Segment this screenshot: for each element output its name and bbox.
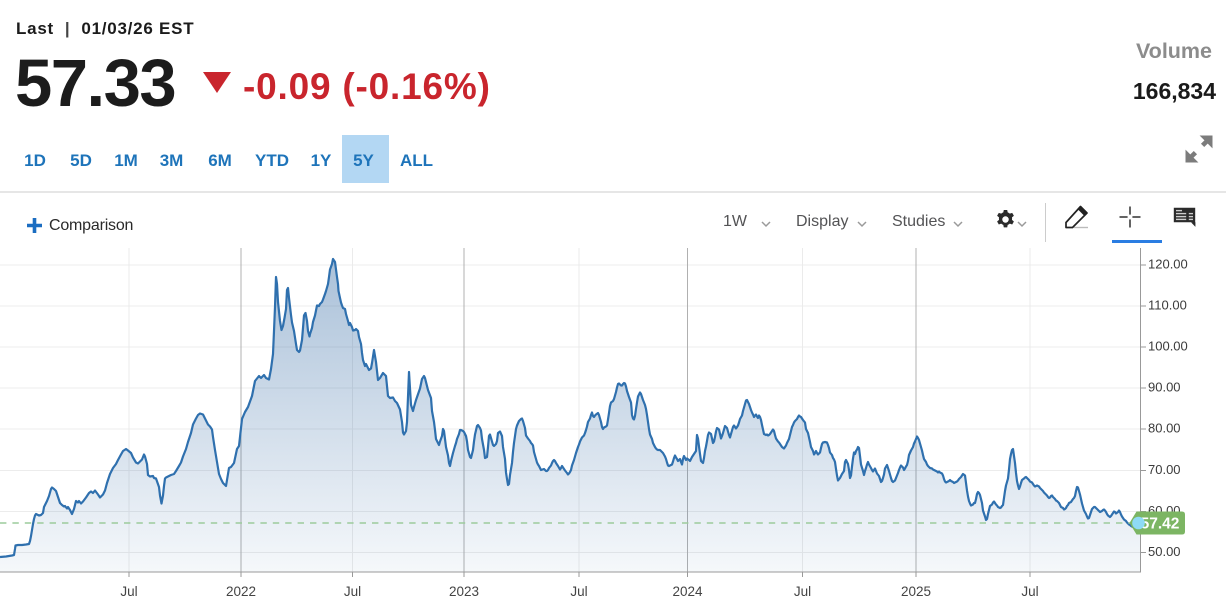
svg-text:120.00: 120.00 bbox=[1148, 257, 1188, 272]
svg-text:2025: 2025 bbox=[901, 584, 931, 599]
svg-text:Jul: Jul bbox=[794, 584, 811, 599]
svg-text:Jul: Jul bbox=[344, 584, 361, 599]
svg-text:2023: 2023 bbox=[449, 584, 479, 599]
svg-text:Jul: Jul bbox=[570, 584, 587, 599]
svg-text:2024: 2024 bbox=[672, 584, 703, 599]
svg-text:50.00: 50.00 bbox=[1148, 544, 1181, 559]
svg-text:70.00: 70.00 bbox=[1148, 462, 1181, 477]
svg-text:90.00: 90.00 bbox=[1148, 380, 1181, 395]
svg-text:100.00: 100.00 bbox=[1148, 339, 1188, 354]
svg-text:2022: 2022 bbox=[226, 584, 256, 599]
svg-text:110.00: 110.00 bbox=[1148, 298, 1187, 313]
svg-text:80.00: 80.00 bbox=[1148, 421, 1181, 436]
svg-text:Jul: Jul bbox=[1021, 584, 1038, 599]
svg-text:Jul: Jul bbox=[120, 584, 137, 599]
svg-text:57.42: 57.42 bbox=[1141, 516, 1180, 533]
